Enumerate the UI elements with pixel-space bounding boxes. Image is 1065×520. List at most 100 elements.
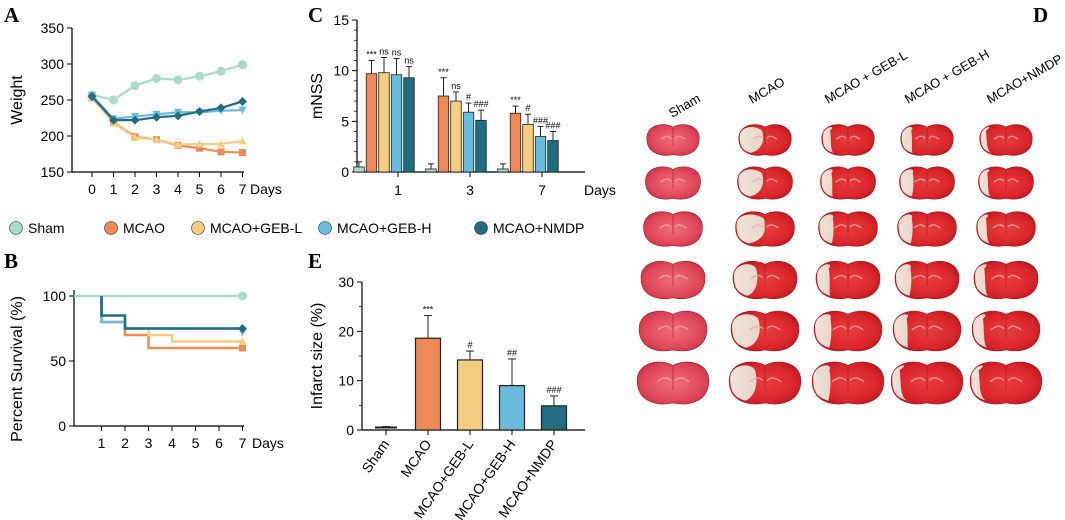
x-tick-label-sham: Sham [358, 437, 392, 476]
bar-mcao [414, 337, 442, 431]
x-tick-label: 6 [215, 435, 223, 451]
data-point-mcao-nmdp [109, 115, 118, 125]
bar-mcao-geb-h-day-7 [534, 136, 547, 173]
data-point-mcao-nmdp [173, 111, 183, 121]
data-point-mcao-nmdp [216, 103, 226, 113]
series-line-mcao-geb-l [91, 96, 243, 146]
brain-section [638, 310, 708, 352]
bar-mcao-day-1 [365, 73, 378, 173]
ventricle [752, 135, 778, 140]
significance-label: # [466, 92, 471, 102]
x-unit-label: Days [584, 182, 616, 198]
data-point-mcao-geb-h [238, 106, 247, 115]
infarct-region [896, 264, 912, 296]
infarct-region [975, 264, 989, 296]
y-tick-label: 30 [338, 274, 354, 290]
significance-label: *** [510, 95, 521, 105]
bar-mcao-nmdp-day-7 [547, 140, 559, 173]
ventricle [831, 377, 865, 383]
data-point-mcao-geb-l [195, 139, 204, 148]
y-tick-label: 0 [58, 418, 66, 434]
significance-label: ns [404, 56, 414, 66]
ventricle [749, 325, 781, 331]
infarct-region [977, 214, 990, 244]
ventricle [658, 274, 688, 280]
data-point-mcao-geb-l [217, 139, 225, 148]
ventricle [914, 178, 940, 183]
x-tick-label: 4 [174, 181, 182, 197]
x-tick-label: 7 [239, 181, 247, 197]
significance-label: # [525, 103, 530, 113]
data-point-mcao-geb-l [238, 137, 247, 145]
significance-label: ### [533, 115, 548, 125]
x-tick-label: 5 [192, 435, 200, 451]
x-tick-label: 1 [394, 182, 402, 198]
brain-section [728, 361, 802, 405]
brain-section [815, 261, 881, 299]
y-tick-label: 10 [333, 63, 349, 79]
x-tick-label: 0 [88, 181, 96, 197]
data-point-mcao [196, 144, 203, 152]
brain-section [979, 124, 1033, 156]
x-tick-label-mcao: MCAO [397, 436, 434, 480]
bar-mcao-nmdp-day-1 [403, 77, 415, 173]
ventricle [656, 377, 690, 383]
data-point-sham [216, 66, 226, 76]
column-label-mcao-nmdp: MCAO+NMDP [984, 51, 1065, 106]
ventricle [832, 325, 864, 331]
y-axis-label: mNSS [309, 73, 326, 119]
ventricle [991, 274, 1021, 280]
infarct-region [813, 365, 831, 401]
significance-label: ### [546, 385, 561, 395]
bar-mcao-geb-l-day-3 [450, 100, 462, 173]
y-tick-label: 15 [333, 12, 349, 28]
significance-label: ns [379, 46, 389, 56]
survival-line-mcao-nmdp [100, 296, 243, 330]
significance-label: ns [392, 48, 402, 58]
x-tick-label: 7 [538, 182, 546, 198]
data-point-sham [152, 73, 161, 83]
data-point-mcao-geb-l [152, 135, 161, 144]
legend-label-sham: Sham [28, 220, 65, 236]
infarct-region [739, 127, 764, 153]
y-axis-label: Infarct size (%) [309, 303, 326, 410]
data-point-sham [173, 75, 183, 85]
ventricle [911, 325, 943, 331]
bar-mcao-nmdp [540, 405, 568, 431]
panel-letter-a: A [4, 3, 20, 27]
brain-section [971, 310, 1041, 352]
y-tick-label: 150 [41, 164, 65, 180]
brain-section [978, 166, 1034, 200]
y-tick-label: 5 [341, 113, 349, 129]
bar-mcao-nmdp-day-3 [475, 119, 487, 173]
survival-end-marker-mcao-nmdp [238, 324, 247, 333]
x-tick-label: 3 [153, 181, 161, 197]
infarct-region [898, 214, 913, 244]
bar-sham-day-7 [497, 168, 509, 173]
y-tick-label: 10 [338, 373, 354, 389]
significance-label: ### [473, 99, 488, 109]
ventricle [912, 274, 942, 280]
brain-section [646, 124, 700, 156]
data-point-mcao-geb-l [131, 133, 139, 141]
infarct-region [732, 314, 760, 348]
column-label-mcao-geb-h: MCAO + GEB-H [902, 46, 992, 106]
infarct-region [821, 169, 833, 197]
ventricle [833, 274, 863, 280]
legend: Sham MCAO MCAO+GEB-L MCAO+GEB-H MCAO+NMDP [9, 220, 584, 236]
ventricle [748, 377, 782, 383]
ventricle [657, 325, 689, 331]
infarct-region [900, 169, 914, 197]
x-tick-label: 1 [98, 435, 106, 451]
y-axis-label: Weight [9, 75, 26, 125]
infarct-region [892, 365, 908, 401]
data-point-mcao-nmdp [238, 96, 247, 106]
brain-section [892, 310, 962, 352]
panel-letter-c: C [308, 3, 323, 27]
ventricle [910, 377, 944, 383]
x-tick-label: 3 [466, 182, 474, 198]
ventricle [660, 178, 686, 183]
brain-section [900, 124, 954, 156]
